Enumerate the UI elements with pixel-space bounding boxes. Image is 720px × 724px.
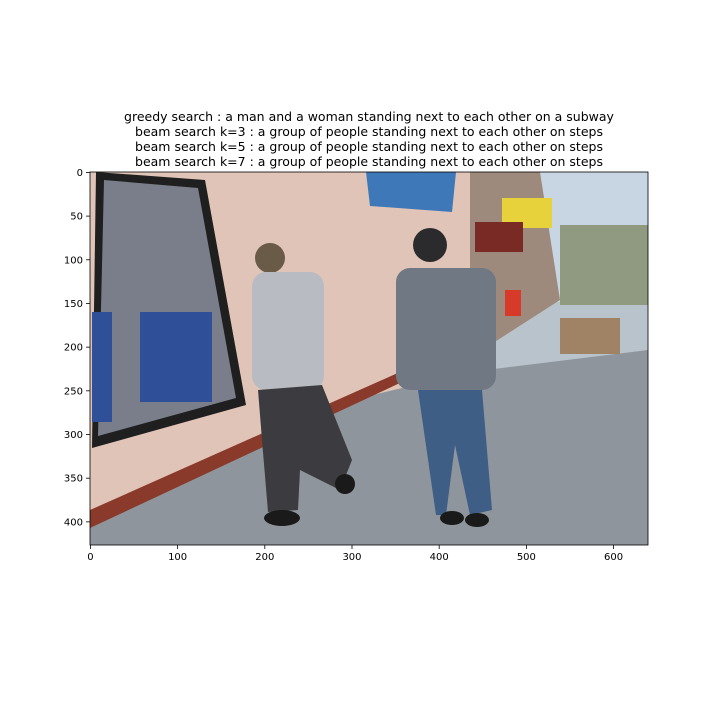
y-tick-label: 0: [77, 168, 83, 179]
y-tick-label: 300: [64, 430, 83, 441]
title-line: beam search k=5 : a group of people stan…: [135, 139, 603, 154]
axes-frame: [89, 171, 649, 546]
y-tick-label: 50: [70, 212, 83, 223]
x-tick-label: 500: [517, 552, 536, 563]
y-tick-label: 150: [64, 299, 83, 310]
title-line: beam search k=7 : a group of people stan…: [135, 154, 603, 169]
y-tick-label: 250: [64, 386, 83, 397]
photo: [90, 172, 648, 545]
y-tick-label: 400: [64, 517, 83, 528]
x-tick-label: 600: [604, 552, 623, 563]
y-tick-label: 200: [64, 343, 83, 354]
title-line: greedy search : a man and a woman standi…: [124, 109, 615, 124]
title-line: beam search k=3 : a group of people stan…: [135, 124, 603, 139]
x-tick-label: 400: [430, 552, 449, 563]
x-tick-label: 200: [255, 552, 274, 563]
y-tick-label: 100: [64, 255, 83, 266]
x-tick-label: 100: [168, 552, 187, 563]
x-tick-label: 300: [342, 552, 361, 563]
y-tick-label: 350: [64, 474, 83, 485]
x-tick-label: 0: [87, 552, 93, 563]
